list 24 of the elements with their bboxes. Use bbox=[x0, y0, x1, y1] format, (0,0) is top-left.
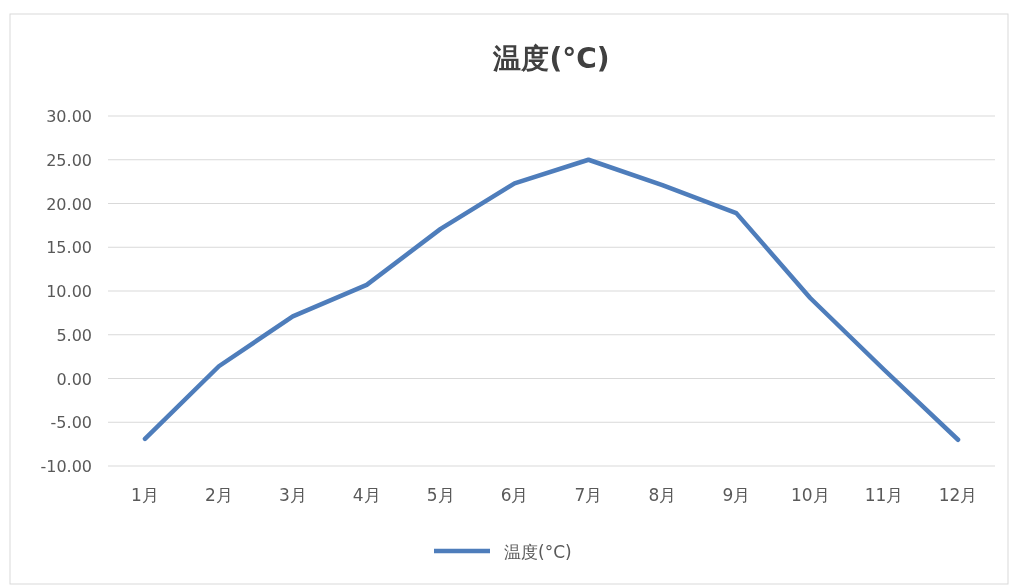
y-tick-label: 30.00 bbox=[46, 107, 92, 126]
y-tick-label: 0.00 bbox=[56, 369, 92, 389]
legend-label: 温度(°C) bbox=[504, 542, 572, 562]
x-tick-label: 3月 bbox=[278, 485, 307, 505]
x-tick-label: 9月 bbox=[722, 485, 751, 505]
y-tick-label: 25.00 bbox=[46, 150, 92, 170]
x-tick-label: 12月 bbox=[938, 485, 978, 505]
x-tick-label: 7月 bbox=[574, 485, 603, 505]
x-tick-label: 5月 bbox=[426, 485, 455, 505]
x-tick-label: 10月 bbox=[790, 485, 830, 505]
chart-title: 温度(°C) bbox=[492, 42, 610, 75]
y-tick-label: 15.00 bbox=[46, 238, 92, 258]
x-tick-label: 2月 bbox=[204, 485, 233, 505]
line-series bbox=[142, 157, 961, 442]
y-tick-label: 20.00 bbox=[46, 194, 92, 214]
y-tick-label: -5.00 bbox=[50, 413, 92, 433]
x-tick-label: 8月 bbox=[648, 485, 677, 505]
x-tick-label: 4月 bbox=[352, 485, 381, 505]
x-tick-label: 1月 bbox=[131, 485, 159, 505]
y-tick-label: 5.00 bbox=[56, 325, 92, 345]
y-tick-label: -10.00 bbox=[40, 457, 92, 476]
x-tick-label: 6月 bbox=[500, 485, 529, 505]
x-tick-label: 11月 bbox=[864, 485, 904, 505]
y-tick-label: 10.00 bbox=[46, 282, 92, 301]
